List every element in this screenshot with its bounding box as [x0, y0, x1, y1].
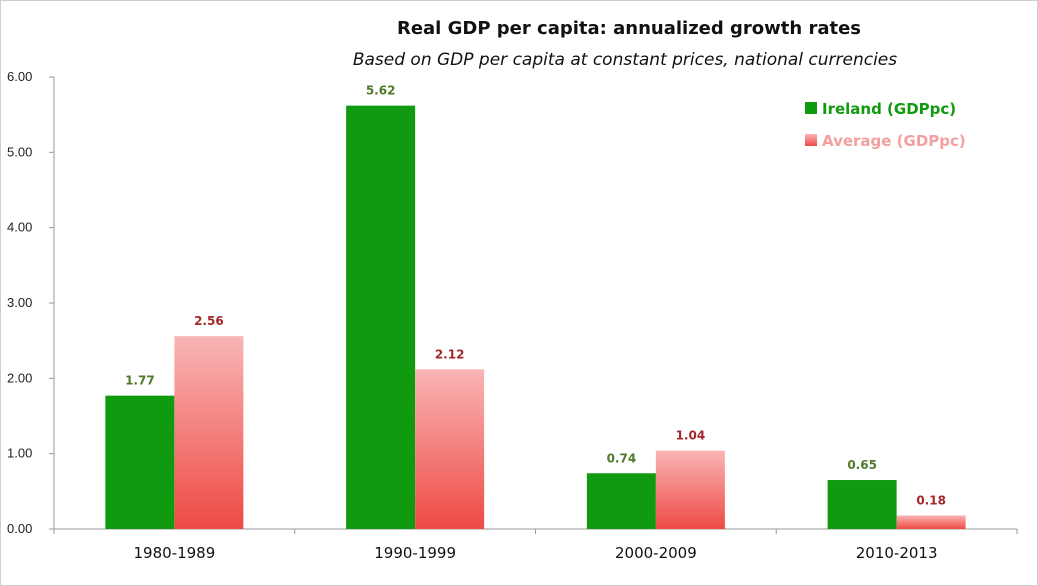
- y-tick-label: 5.00: [7, 144, 32, 159]
- x-tick-label: 1980-1989: [133, 544, 215, 562]
- bar-average: [655, 450, 725, 529]
- y-tick-label: 4.00: [7, 220, 32, 235]
- bar-ireland: [827, 480, 897, 529]
- data-label: 1.77: [125, 374, 155, 388]
- data-label: 2.56: [194, 314, 224, 328]
- x-ticks: 1980-1989 1990-1999 2000-2009 2010-2013: [53, 529, 1018, 562]
- bars: 1.77 2.56 5.62 2.12 0.74 1.04 0.65 0.18: [105, 84, 966, 530]
- legend: Ireland (GDPpc) Average (GDPpc): [805, 100, 966, 150]
- bar-average: [174, 336, 244, 529]
- chart-title: Real GDP per capita: annualized growth r…: [397, 18, 861, 39]
- legend-swatch-average: [805, 134, 817, 146]
- data-label: 0.74: [607, 451, 637, 465]
- y-ticks: 0.00 1.00 2.00 3.00 4.00 5.00 6.00: [7, 69, 54, 536]
- x-tick-label: 2000-2009: [615, 544, 697, 562]
- legend-label-average: Average (GDPpc): [822, 132, 966, 150]
- data-label: 1.04: [676, 429, 706, 443]
- chart-subtitle: Based on GDP per capita at constant pric…: [353, 50, 897, 70]
- bar-ireland: [105, 395, 175, 529]
- x-tick-label: 2010-2013: [856, 544, 938, 562]
- data-label: 5.62: [366, 84, 396, 98]
- y-tick-label: 3.00: [7, 295, 32, 310]
- bar-ireland: [346, 105, 416, 530]
- data-label: 0.18: [916, 493, 946, 507]
- data-label: 2.12: [435, 347, 465, 361]
- data-label: 0.65: [847, 458, 877, 472]
- y-tick-label: 6.00: [7, 69, 32, 84]
- y-tick-label: 1.00: [7, 446, 32, 461]
- y-tick-label: 0.00: [7, 521, 32, 536]
- y-tick-label: 2.00: [7, 370, 32, 385]
- legend-swatch-ireland: [805, 102, 817, 114]
- x-tick-label: 1990-1999: [374, 544, 456, 562]
- legend-label-ireland: Ireland (GDPpc): [822, 100, 956, 118]
- bar-average: [415, 369, 485, 529]
- bar-average: [896, 515, 966, 529]
- bar-ireland: [586, 473, 656, 529]
